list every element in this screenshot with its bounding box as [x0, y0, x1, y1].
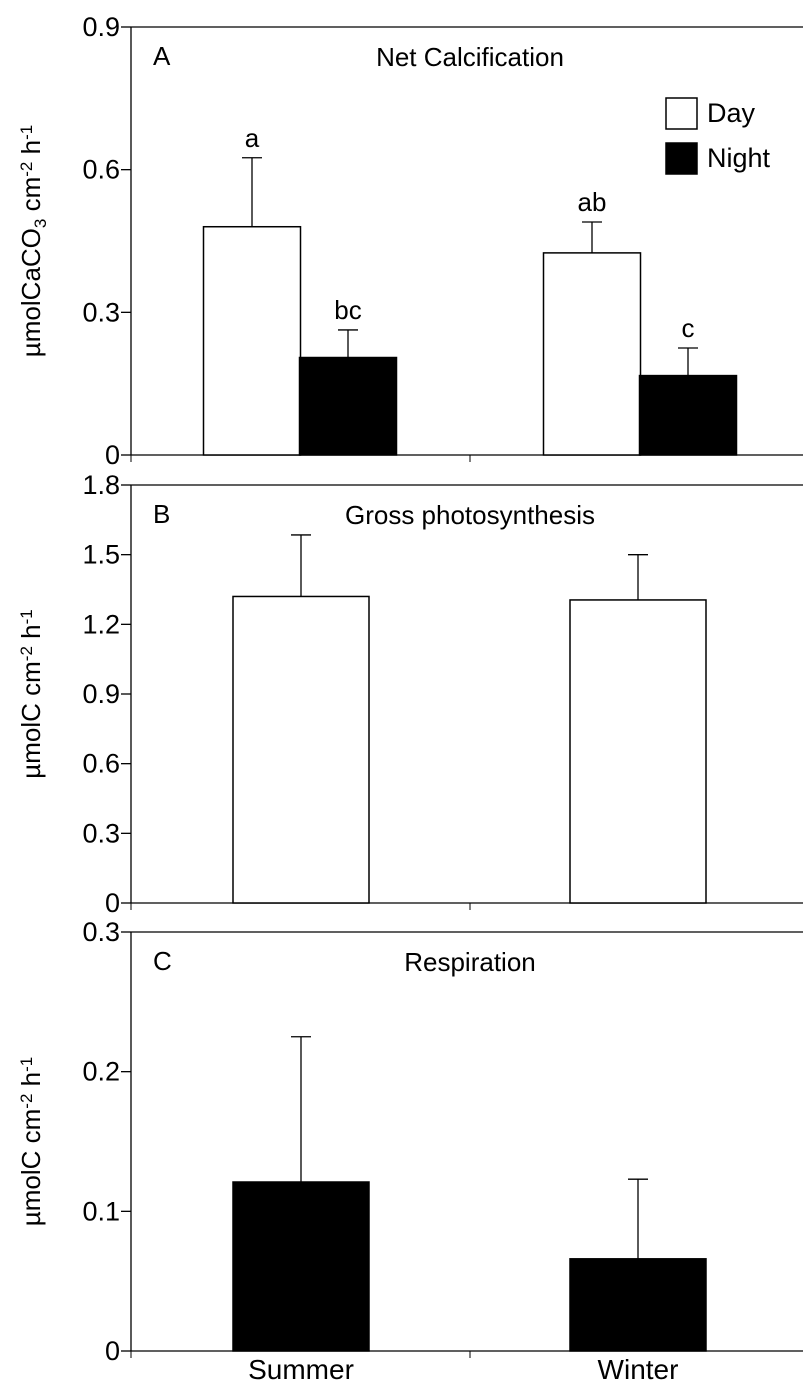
y-axis-label-part: cm [16, 177, 46, 219]
y-tick-label: 0.6 [82, 155, 120, 185]
y-tick-label: 0.2 [82, 1057, 120, 1087]
y-tick-label: 0 [105, 1336, 120, 1366]
panel-letter: C [153, 946, 172, 976]
bar-day-winter [542, 252, 642, 456]
bar-day-winter [569, 599, 707, 904]
y-tick-label: 0.3 [82, 297, 120, 327]
y-tick-label: 0.3 [82, 818, 120, 848]
legend-label-day: Day [707, 98, 756, 128]
panel-letter: A [153, 41, 171, 71]
bar-night-summer [232, 1181, 370, 1352]
y-tick-label: 1.8 [82, 470, 120, 500]
x-category-label: Summer [248, 1354, 354, 1385]
y-tick-label: 0 [105, 888, 120, 918]
y-tick-label: 0 [105, 440, 120, 470]
y-axis-label-part: -1 [17, 609, 36, 624]
y-axis-label-part: h [16, 624, 46, 646]
y-tick-label: 1.5 [82, 540, 120, 570]
y-axis-label-part: h [16, 1072, 46, 1094]
legend: Day Night [665, 97, 771, 175]
y-tick-label: 0.6 [82, 749, 120, 779]
legend-swatch-night [665, 142, 698, 175]
bar-day-summer [202, 225, 302, 456]
y-tick-label: 0.9 [82, 679, 120, 709]
significance-label: ab [578, 187, 607, 217]
x-axis-labels: Summer Winter [248, 1354, 678, 1385]
legend-swatch-day [665, 97, 698, 130]
x-category-label: Winter [598, 1354, 679, 1385]
y-tick-label: 0.1 [82, 1196, 120, 1226]
y-axis-label: µmolCaCO3 cm-2 h-1 [16, 125, 50, 357]
panel-b: 0 0.3 0.6 0.9 1.2 1.5 1.8 B Gross photosynthesis… [16, 470, 803, 918]
y-axis-label-part: µmolCaCO [16, 228, 46, 357]
panel-a: 0 0.3 0.6 0.9 A Net Calcification µmolCaCO3 cm… [16, 12, 803, 470]
y-axis-label-part: µmolC cm [16, 661, 46, 779]
y-axis-label-part: µmolC cm [16, 1109, 46, 1227]
y-axis-label-part: -2 [17, 646, 36, 661]
y-axis-label-part: -2 [17, 1094, 36, 1109]
y-tick-label: 0.3 [82, 917, 120, 947]
panel-title: Gross photosynthesis [345, 500, 595, 530]
legend-label-night: Night [707, 143, 771, 173]
y-axis-label: µmolC cm-2 h-1 [16, 609, 46, 778]
y-tick-label: 1.2 [82, 609, 120, 639]
significance-label: bc [334, 295, 361, 325]
panel-title: Respiration [404, 947, 536, 977]
panel-letter: B [153, 499, 170, 529]
y-axis-label-part: 3 [31, 219, 50, 228]
y-axis-label-part: h [16, 140, 46, 162]
significance-label: c [682, 313, 695, 343]
y-axis-label-part: -2 [17, 162, 36, 177]
panel-title: Net Calcification [376, 42, 564, 72]
bar-day-summer [232, 595, 370, 904]
y-tick-label: 0.9 [82, 12, 120, 42]
bar-night-winter [569, 1258, 707, 1352]
bar-night-winter [638, 374, 738, 456]
bar-night-summer [298, 356, 398, 456]
y-axis-label: µmolC cm-2 h-1 [16, 1057, 46, 1226]
panel-c: 0 0.1 0.2 0.3 C Respiration µmolC cm-2 h-1 [16, 917, 803, 1366]
y-axis-label-part: -1 [17, 1057, 36, 1072]
y-axis-label-part: -1 [17, 125, 36, 140]
significance-label: a [245, 123, 260, 153]
